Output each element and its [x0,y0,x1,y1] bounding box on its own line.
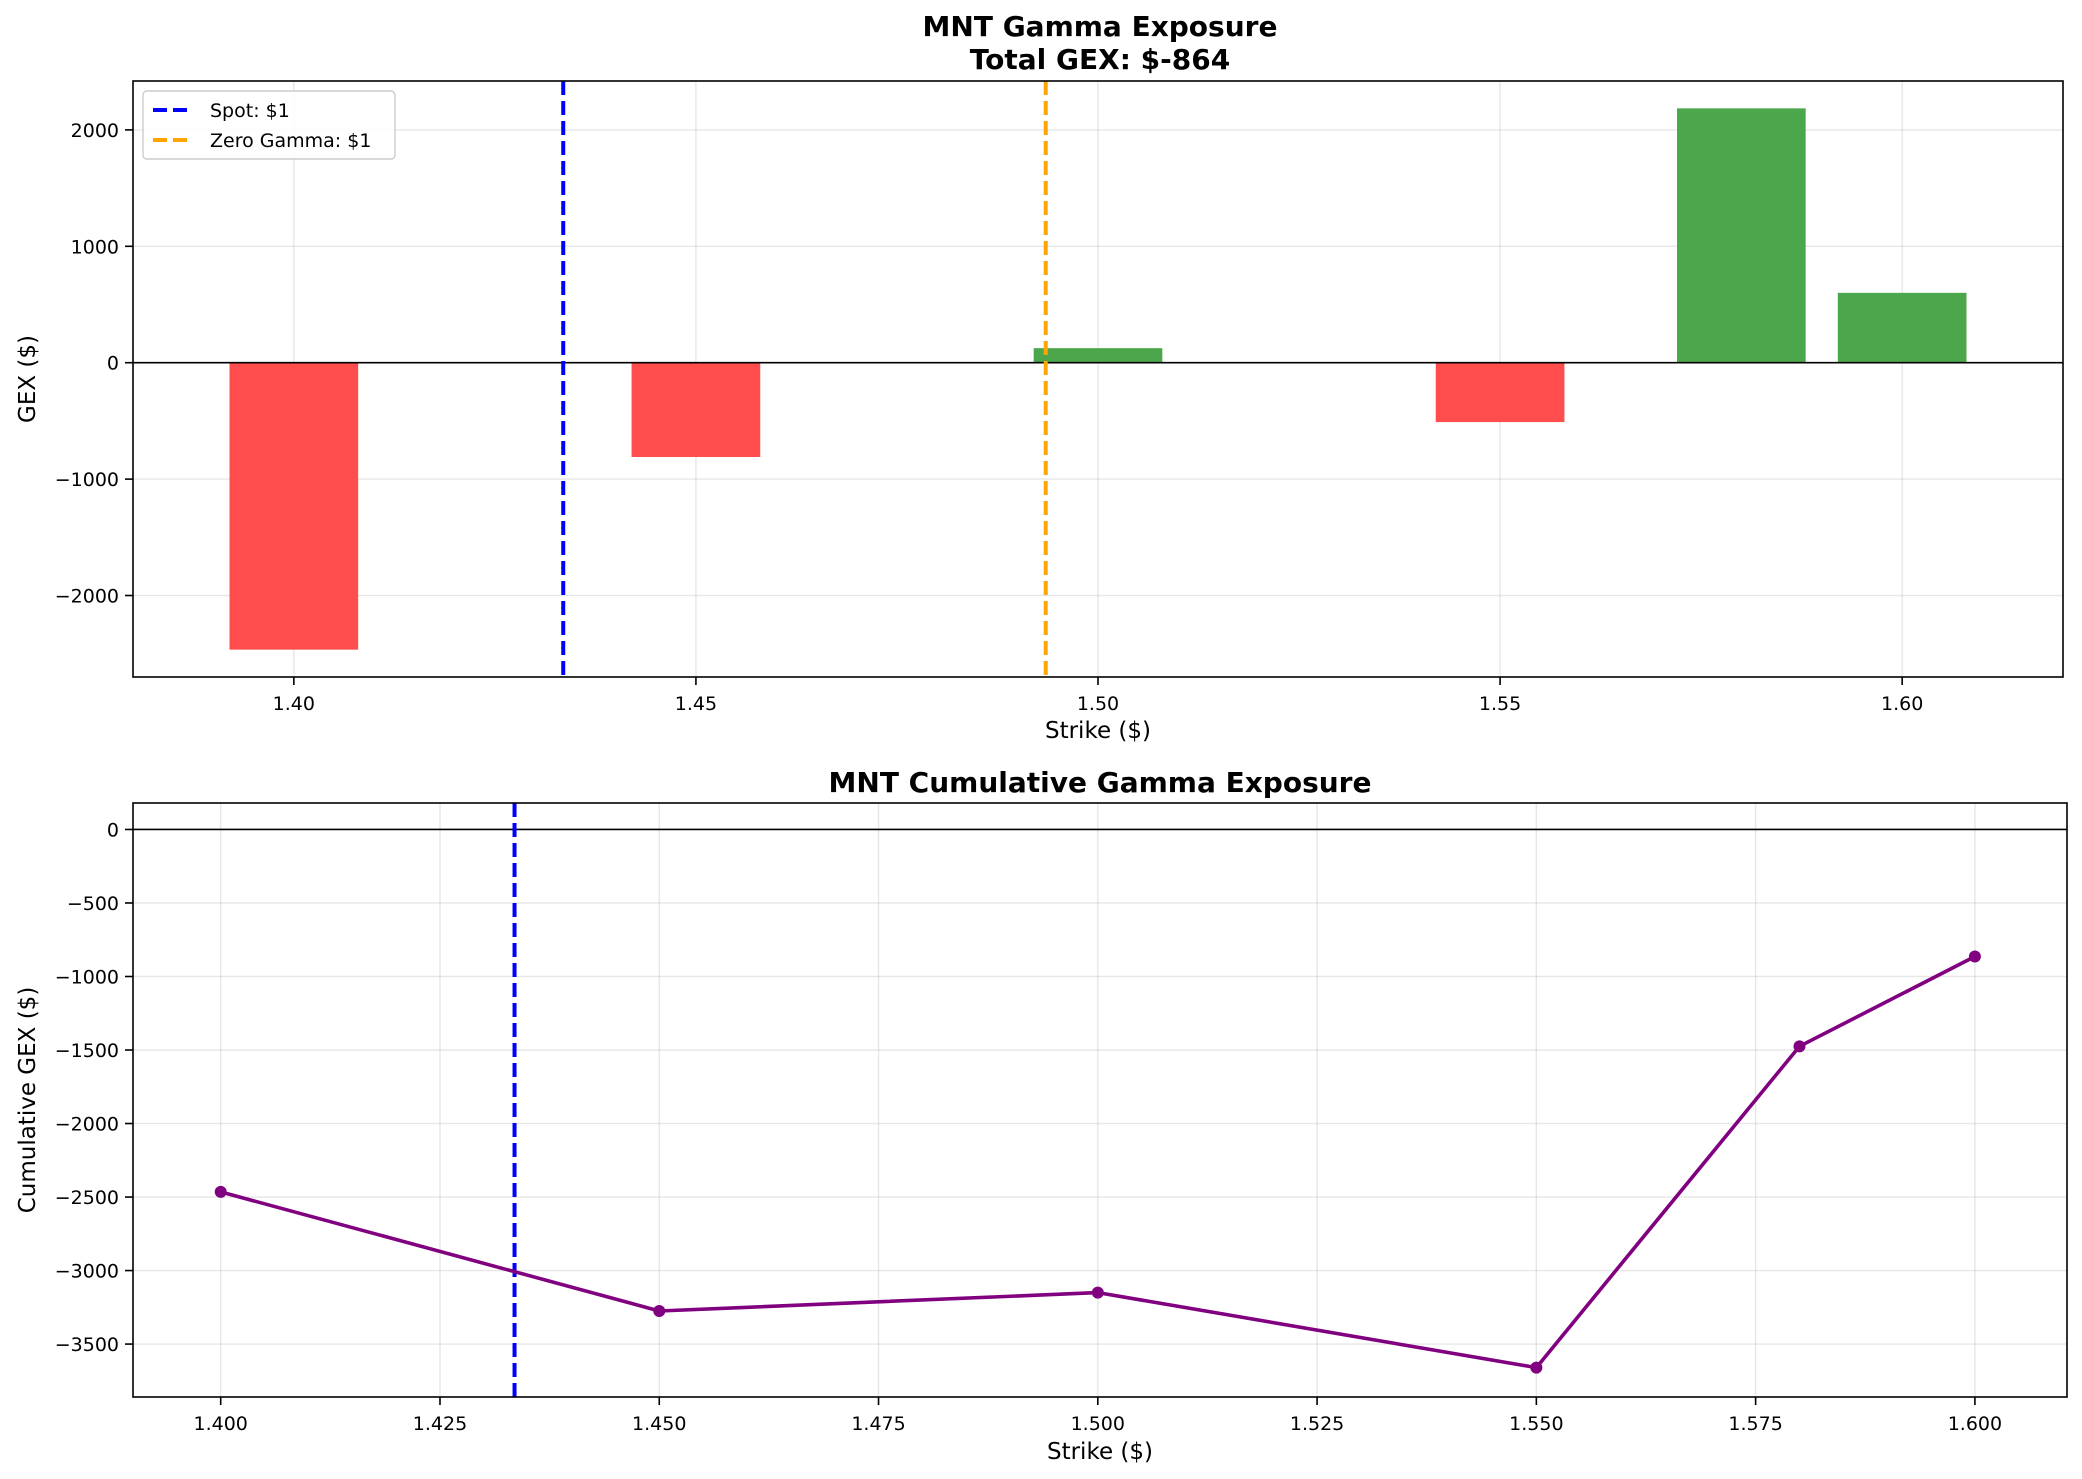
legend-zero-gamma-label: Zero Gamma: $1 [210,130,371,152]
gex-x-tick-label: 1.55 [1479,693,1521,715]
cumulative-y-tick-label: −3500 [55,1334,119,1356]
gex-bar [631,362,761,457]
gex-x-tick-label: 1.45 [675,693,717,715]
gex-bar [1435,362,1565,423]
cumulative-x-tick-label: 1.575 [1728,1413,1782,1435]
cumulative-y-tick-label: −500 [67,893,119,915]
legend-frame [142,90,396,160]
cumulative-x-ticks: 1.400 1.425 1.450 1.475 1.500 1.525 1.550 1.575… [194,1397,2002,1435]
cumulative-y-ticks: −3500 −3000 −2500 −2000 −1500 −1000 −500 0 [55,819,133,1356]
gex-y-tick-label: 0 [107,353,119,375]
cumulative-y-tick-label: −2500 [55,1187,119,1209]
gex-x-tick-label: 1.40 [273,693,315,715]
cumulative-x-tick-label: 1.425 [413,1413,467,1435]
cumulative-x-tick-label: 1.600 [1948,1413,2002,1435]
cumulative-x-tick-label: 1.550 [1509,1413,1563,1435]
legend-spot-label: Spot: $1 [210,100,290,122]
cumulative-series [214,950,1981,1374]
cumulative-y-tick-label: −1500 [55,1040,119,1062]
cumulative-gex-line-chart: MNT Cumulative Gamma Exposure 1.400 1.425… [15,766,2068,1465]
gex-bar [1677,108,1806,363]
gex-y-tick-label: −2000 [55,586,119,608]
gex-bar [1033,348,1163,363]
gex-x-tick-label: 1.60 [1881,693,1923,715]
gex-legend: Spot: $1 Zero Gamma: $1 [142,90,396,160]
cumulative-plot-frame [132,802,2068,1398]
cumulative-data-point [653,1304,666,1317]
cumulative-x-tick-label: 1.475 [851,1413,905,1435]
gex-y-ticks: −2000 −1000 0 1000 2000 [55,120,133,608]
gex-bar-chart: MNT Gamma Exposure Total GEX: $-864 1.40… [15,10,2064,744]
gex-y-tick-label: 2000 [71,120,119,142]
cumulative-data-point [1091,1286,1104,1299]
cumulative-data-point [1968,950,1981,963]
gex-y-axis-label: GEX ($) [15,335,41,423]
gex-bar [229,362,359,650]
gex-chart-subtitle: Total GEX: $-864 [970,43,1230,76]
cumulative-series-line [220,954,1976,1370]
gex-x-tick-label: 1.50 [1077,693,1119,715]
cumulative-chart-title: MNT Cumulative Gamma Exposure [829,766,1372,799]
cumulative-x-tick-label: 1.500 [1071,1413,1125,1435]
gex-y-tick-label: 1000 [71,236,119,258]
cumulative-y-tick-label: −3000 [55,1261,119,1283]
gex-x-axis-label: Strike ($) [1045,718,1151,744]
gex-x-ticks: 1.40 1.45 1.50 1.55 1.60 [273,677,1923,715]
cumulative-y-tick-label: 0 [107,819,119,841]
cumulative-x-tick-label: 1.525 [1290,1413,1344,1435]
cumulative-y-tick-label: −1000 [55,966,119,988]
cumulative-data-point [1793,1040,1806,1053]
cumulative-x-tick-label: 1.400 [194,1413,248,1435]
gex-bar [1837,292,1967,363]
cumulative-data-point [1530,1361,1543,1374]
cumulative-y-tick-label: −2000 [55,1114,119,1136]
cumulative-x-tick-label: 1.450 [632,1413,686,1435]
gex-y-tick-label: −1000 [55,469,119,491]
gex-chart-title: MNT Gamma Exposure [923,10,1278,43]
cumulative-y-axis-label: Cumulative GEX ($) [15,987,41,1214]
gex-bars [229,108,1967,650]
cumulative-data-point [214,1185,227,1198]
cumulative-x-axis-label: Strike ($) [1047,1439,1153,1465]
